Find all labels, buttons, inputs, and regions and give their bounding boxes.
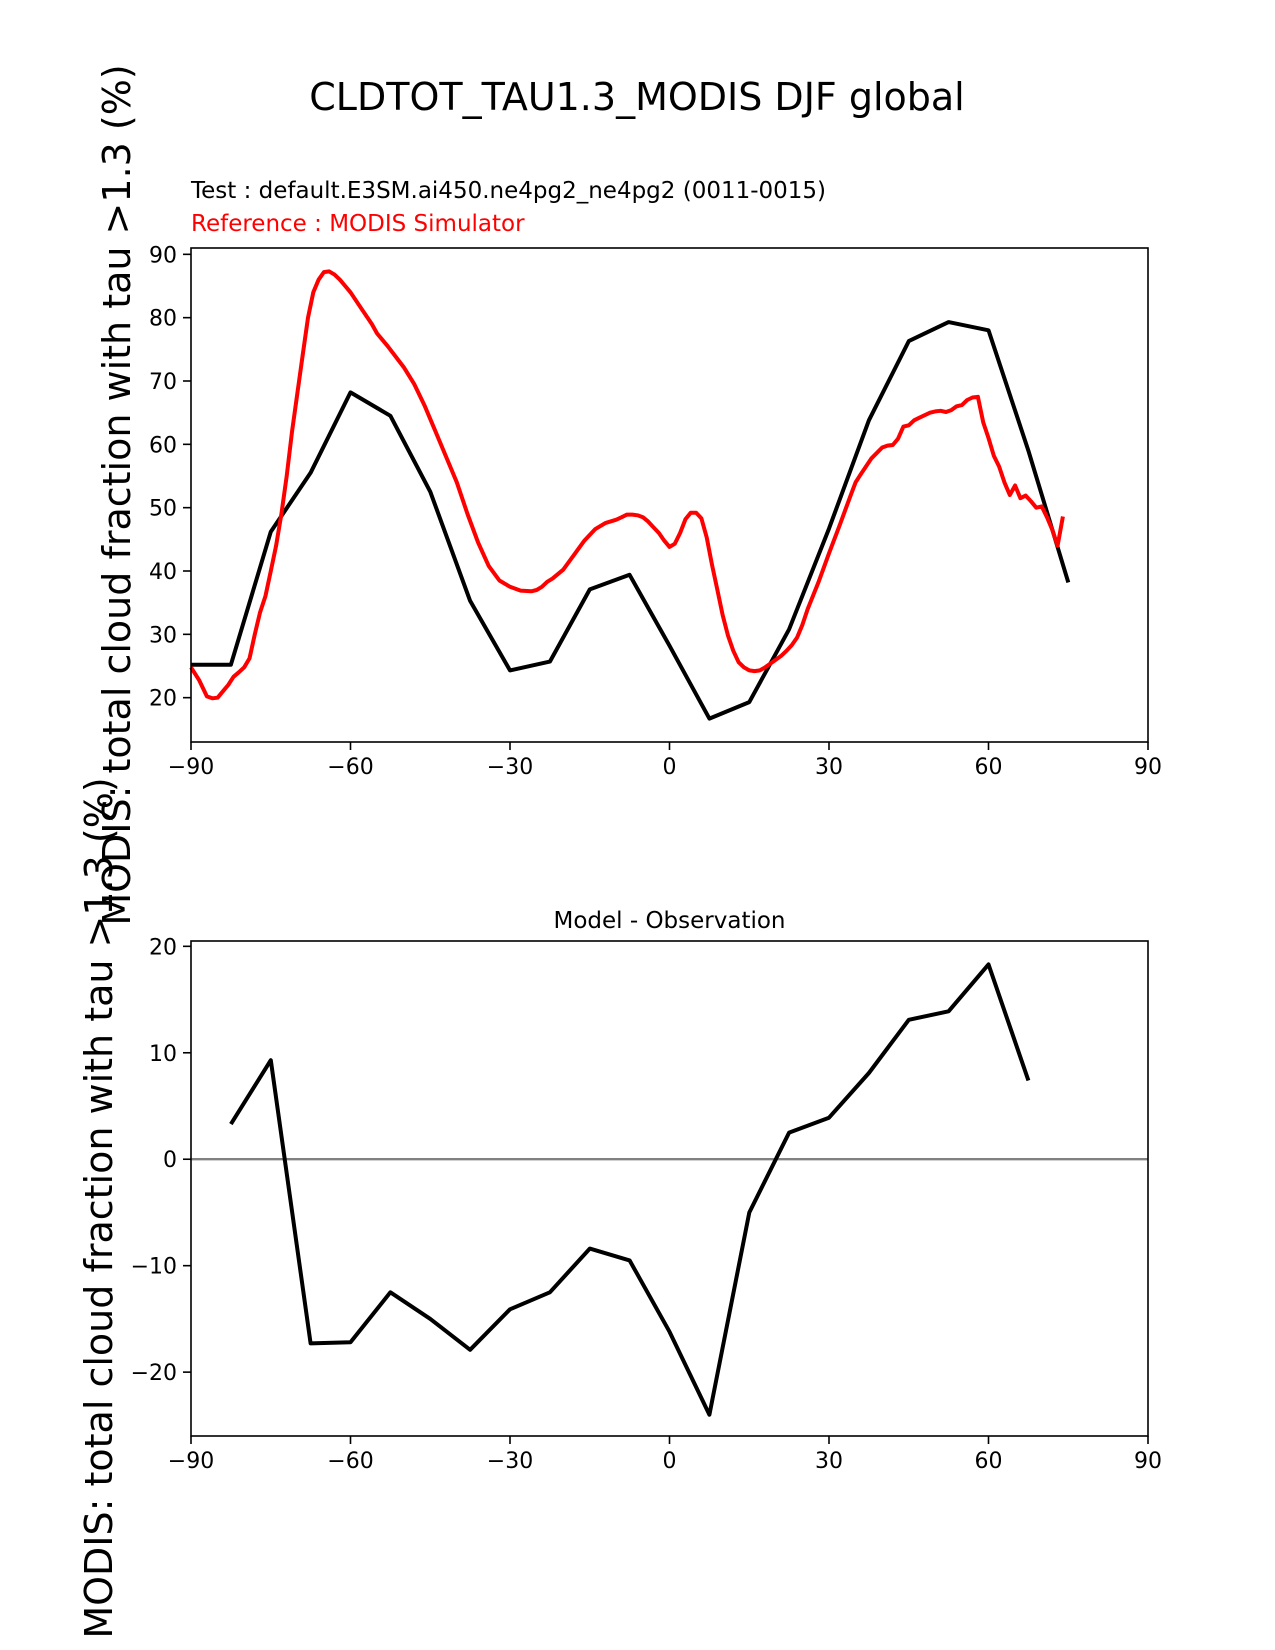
top-plot-frame (190, 247, 1149, 743)
y-tick-label: 60 (149, 433, 177, 458)
x-tick-label: −90 (168, 755, 214, 780)
y-tick-label: 20 (149, 935, 177, 960)
y-tick-label: 30 (149, 623, 177, 648)
x-tick-label: −60 (327, 1449, 373, 1474)
x-tick-label: 90 (1134, 1449, 1162, 1474)
top-panel: Test : default.E3SM.ai450.ne4pg2_ne4pg2 … (95, 64, 1162, 925)
test-title: Test : default.E3SM.ai450.ne4pg2_ne4pg2 … (190, 178, 826, 204)
y-tick-label: −20 (131, 1361, 177, 1386)
x-tick-label: −30 (487, 755, 533, 780)
y-tick-label: −10 (131, 1255, 177, 1280)
reference-title: Reference : MODIS Simulator (191, 211, 525, 237)
reference-series-line (189, 269, 1065, 701)
bottom-y-axis-label: MODIS: total cloud fraction with tau >1.… (77, 777, 121, 1638)
bottom-axis-ticks: −90 −60 −30 0 30 60 90 −20 −10 0 10 20 (131, 935, 1162, 1474)
y-tick-label: 90 (149, 243, 177, 268)
difference-series-line (229, 962, 1031, 1417)
x-tick-label: 60 (975, 1449, 1003, 1474)
x-tick-label: −90 (168, 1449, 214, 1474)
y-tick-label: 80 (149, 307, 177, 332)
x-tick-label: −30 (487, 1449, 533, 1474)
difference-title: Model - Observation (553, 908, 785, 934)
y-tick-label: 0 (163, 1148, 177, 1173)
y-tick-label: 10 (149, 1042, 177, 1067)
y-tick-label: 20 (149, 687, 177, 712)
x-tick-label: 0 (663, 1449, 677, 1474)
figure-title: CLDTOT_TAU1.3_MODIS DJF global (309, 75, 964, 119)
bottom-plot-frame (190, 940, 1149, 1437)
bottom-series-lines (229, 962, 1031, 1417)
bottom-panel: Model - Observation MODIS: total cloud f… (77, 777, 1162, 1638)
top-series-lines (189, 269, 1071, 721)
y-tick-label: 40 (149, 560, 177, 585)
x-tick-label: 30 (815, 755, 843, 780)
y-tick-label: 50 (149, 497, 177, 522)
x-tick-label: 30 (815, 1449, 843, 1474)
x-tick-label: 60 (975, 755, 1003, 780)
x-tick-label: 0 (663, 755, 677, 780)
top-axis-ticks: −90 −60 −30 0 30 60 90 20 30 40 50 60 70 80 90 (149, 243, 1162, 780)
x-tick-label: −60 (327, 755, 373, 780)
test-series-line (191, 320, 1071, 721)
x-tick-label: 90 (1134, 755, 1162, 780)
y-tick-label: 70 (149, 370, 177, 395)
top-y-axis-label: MODIS: total cloud fraction with tau >1.… (95, 64, 139, 925)
